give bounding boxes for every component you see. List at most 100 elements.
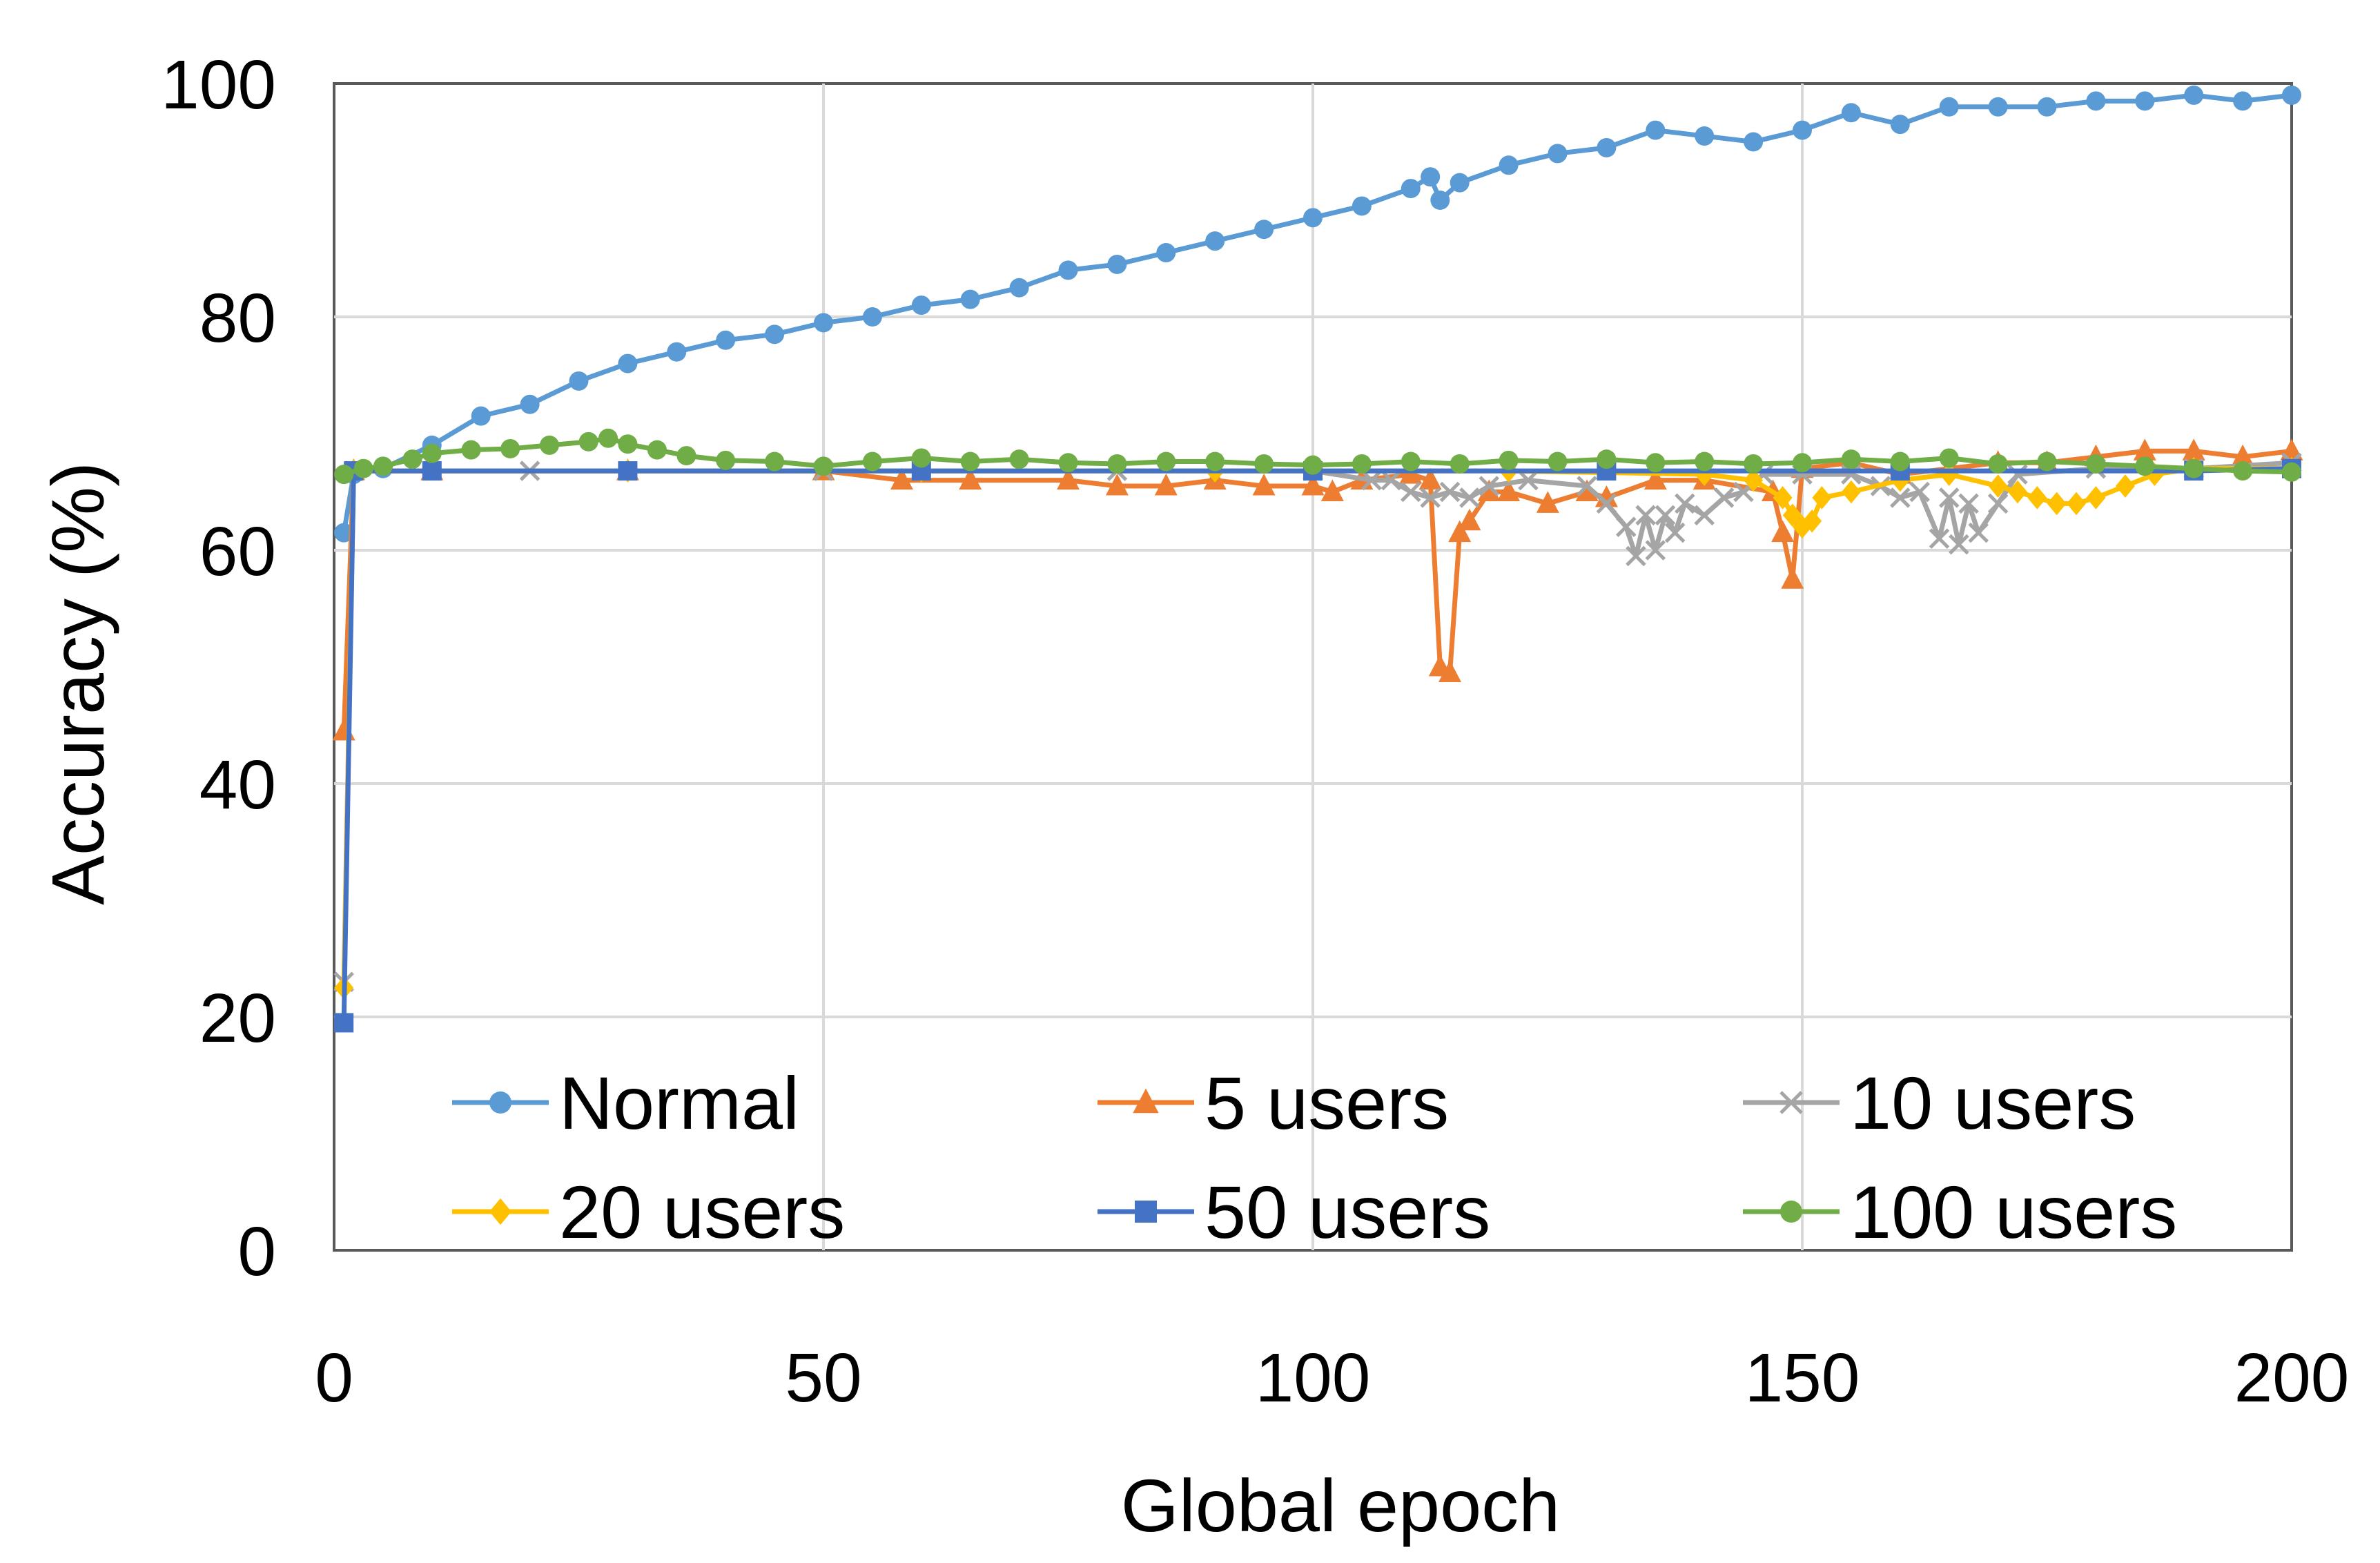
data-point <box>1420 487 1441 508</box>
series-line <box>341 448 2292 732</box>
data-point <box>1352 196 1372 216</box>
data-point <box>1597 137 1617 157</box>
y-tick-label: 0 <box>237 1213 276 1290</box>
data-point <box>1458 508 1481 531</box>
data-point <box>2027 486 2047 509</box>
data-point <box>2135 456 2155 476</box>
data-point <box>1058 453 1078 473</box>
data-point <box>1744 132 1764 152</box>
data-point <box>422 461 442 481</box>
data-point <box>1744 468 1764 492</box>
data-point <box>1418 467 1442 490</box>
data-point <box>765 324 785 344</box>
data-point <box>353 458 373 478</box>
data-point <box>1793 453 1812 473</box>
marker-stroke <box>1675 493 1695 514</box>
axes: 0 20 40 60 80 100 0 50 100 150 200 <box>161 46 2349 1417</box>
data-point <box>1479 476 1500 496</box>
legend-item: 50 users <box>1098 1170 1490 1254</box>
marker-stroke <box>1439 481 1461 503</box>
legend-item: 5 users <box>1098 1061 1449 1145</box>
data-point <box>334 1013 354 1033</box>
data-point <box>1781 567 1804 589</box>
data-point <box>2007 464 2028 485</box>
data-point <box>2231 444 2254 467</box>
data-point <box>862 307 882 327</box>
data-point <box>2037 97 2057 117</box>
data-point <box>618 461 638 481</box>
data-point <box>1401 481 1421 503</box>
data-point <box>373 456 393 476</box>
data-point <box>1675 493 1695 514</box>
data-point <box>1771 520 1795 543</box>
series-100-users <box>334 428 2301 485</box>
x-tick-label: 0 <box>315 1339 353 1417</box>
legend-item: 10 users <box>1743 1061 2136 1145</box>
data-point <box>960 289 980 309</box>
data-point <box>814 456 833 476</box>
data-point <box>2184 458 2204 478</box>
marker-stroke <box>1518 469 1539 491</box>
data-point <box>461 440 481 460</box>
data-point <box>911 295 931 315</box>
series-normal <box>334 85 2301 543</box>
data-point <box>1949 534 1969 555</box>
data-point <box>520 394 540 414</box>
data-point <box>1793 120 1812 140</box>
data-point <box>1643 467 1667 490</box>
data-point <box>334 523 354 543</box>
data-point <box>1205 231 1225 251</box>
x-tick-label: 50 <box>785 1339 861 1417</box>
data-point <box>676 446 696 466</box>
data-point <box>1009 449 1029 469</box>
data-point <box>2086 91 2106 111</box>
data-point <box>1938 487 1960 508</box>
data-point <box>1303 208 1323 228</box>
marker-stroke <box>1958 493 1979 514</box>
data-point <box>500 438 520 458</box>
data-point <box>1988 97 2008 117</box>
data-point <box>1664 522 1686 543</box>
marker-stroke <box>2007 464 2028 485</box>
data-point <box>1499 450 1519 470</box>
marker-stroke <box>1909 481 1930 503</box>
data-point <box>1105 474 1129 496</box>
data-point <box>539 435 559 455</box>
data-point <box>578 431 598 452</box>
marker-stroke <box>1577 476 1597 496</box>
marker-stroke <box>1938 487 1960 508</box>
x-axis-title: Global epoch <box>1121 1464 1560 1547</box>
data-point <box>1695 126 1715 146</box>
data-point <box>1477 479 1501 501</box>
marker-stroke <box>1596 493 1617 514</box>
data-point <box>2233 461 2253 481</box>
legend-marker <box>1135 1201 1157 1223</box>
legend-marker <box>1133 1088 1159 1114</box>
data-point <box>2047 492 2067 516</box>
marker-stroke <box>1635 505 1656 526</box>
data-point <box>1988 454 2008 474</box>
legend-label: Normal <box>559 1061 799 1145</box>
data-point <box>1577 476 1597 496</box>
gridlines <box>334 84 2292 1250</box>
data-point <box>647 440 667 460</box>
data-point <box>1548 144 1568 164</box>
marker-stroke <box>1615 516 1637 537</box>
data-point <box>2086 454 2106 474</box>
legend-item: 100 users <box>1743 1170 2177 1254</box>
data-point <box>1958 493 1979 514</box>
legend: Normal 5 users 10 users 20 users 50 users 100… <box>452 1061 2177 1254</box>
data-point <box>1802 509 1822 533</box>
data-point <box>1057 467 1080 490</box>
data-point <box>1448 520 1472 543</box>
data-point <box>1929 528 1950 549</box>
data-point <box>1890 452 1910 472</box>
y-axis-title: Accuracy (%) <box>36 462 119 905</box>
marker-stroke <box>1626 545 1646 567</box>
data-point <box>1156 243 1176 263</box>
data-point <box>890 467 913 490</box>
data-point <box>1939 97 1959 117</box>
data-point <box>422 443 442 463</box>
data-point <box>960 452 980 472</box>
marker-stroke <box>1479 476 1500 496</box>
